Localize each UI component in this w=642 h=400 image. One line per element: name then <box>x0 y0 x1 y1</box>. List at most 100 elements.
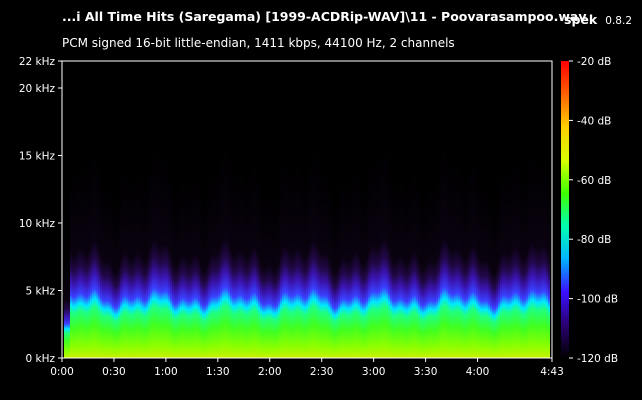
spectrogram-column <box>110 190 112 358</box>
spectrogram-column <box>230 165 232 358</box>
spectrogram-column <box>456 160 458 358</box>
spectrogram-column <box>224 144 226 358</box>
spectrogram-column <box>272 198 274 358</box>
spectrogram-column <box>216 170 218 358</box>
spectrogram-column <box>214 171 216 358</box>
spectrogram-column <box>458 162 460 358</box>
colorbar-axis: -20 dB -40 dB -60 dB -80 dB -100 dB -120 dB <box>569 56 618 365</box>
spectrogram-column <box>484 183 486 358</box>
spectrogram-column <box>482 184 484 358</box>
spectrogram-column <box>122 172 124 358</box>
spectrogram-column <box>530 152 532 358</box>
spectrogram-column <box>400 177 402 358</box>
spectrogram-column <box>162 155 164 358</box>
spectrogram-column <box>296 161 298 358</box>
spectrogram-column <box>328 179 330 358</box>
spectrogram-column <box>522 180 524 358</box>
y-tick-label: 5 kHz <box>25 286 55 298</box>
spectrogram-column <box>130 180 132 358</box>
spectrogram-column <box>240 166 242 358</box>
spectrogram-column <box>142 182 144 358</box>
spectrogram-column <box>478 178 480 358</box>
spectrogram-column <box>432 185 434 358</box>
spectrogram-column <box>534 155 536 358</box>
spectrogram-column <box>268 191 270 358</box>
spectrogram-column <box>388 161 390 358</box>
spectrogram-column <box>182 175 184 358</box>
colorbar-tick-label: -120 dB <box>577 353 618 365</box>
spectrogram-column <box>208 183 210 358</box>
spectrogram-column <box>82 165 84 358</box>
spectrogram-column <box>390 174 392 358</box>
spectrogram-column <box>476 168 478 358</box>
spectrogram-column <box>442 145 444 358</box>
spectrogram-column <box>178 185 180 358</box>
spectrogram-column <box>380 151 382 358</box>
spectrogram-column <box>428 184 430 358</box>
spectrogram-column <box>360 184 362 358</box>
spectrogram-column <box>194 173 196 358</box>
spectrogram-column <box>424 196 426 358</box>
spectrogram-column <box>350 180 352 358</box>
spectrogram-column <box>406 188 408 358</box>
spectrogram-column <box>72 173 74 358</box>
spectrogram-column <box>118 195 120 358</box>
spectrogram-column <box>246 178 248 358</box>
spectrogram-column <box>254 159 256 358</box>
spectrogram-column <box>264 196 266 358</box>
spectrogram-column <box>434 186 436 358</box>
spectrogram-column <box>126 171 128 358</box>
spectrogram-column <box>460 169 462 358</box>
spectrogram-column <box>528 160 530 358</box>
spectrogram-column <box>232 173 234 358</box>
spectrogram-column <box>280 171 282 358</box>
spectrogram-column <box>486 184 488 358</box>
spectrogram-column <box>286 159 288 358</box>
spectrogram-column <box>366 180 368 358</box>
spectrogram-column <box>278 185 280 358</box>
app-version-label: spek 0.8.2 <box>564 9 632 28</box>
spectrogram-column <box>362 190 364 358</box>
spectrogram-column <box>96 152 98 358</box>
spectrogram-column <box>472 155 474 358</box>
spectrogram-column <box>532 151 534 358</box>
spectrogram-column <box>64 254 66 358</box>
spectrogram-column <box>546 163 548 358</box>
spectrogram-column <box>260 190 262 358</box>
spectrogram-column <box>138 170 140 358</box>
colorbar-tick-label: -40 dB <box>577 115 611 127</box>
spectrogram-column <box>346 182 348 358</box>
x-axis: 0:00 0:30 1:00 1:30 2:00 2:30 3:00 3:30 4:00 4:43 <box>50 358 564 378</box>
spectrogram-column <box>540 158 542 358</box>
spectrogram-column <box>354 168 356 358</box>
spectrogram-column <box>396 182 398 358</box>
x-tick-label: 3:30 <box>414 366 438 378</box>
x-tick-label: 4:00 <box>466 366 490 378</box>
x-tick-label: 1:30 <box>206 366 230 378</box>
spectrogram-column <box>104 184 106 358</box>
spectrogram-column <box>314 148 316 358</box>
spectrogram-column <box>498 186 500 358</box>
spectrogram-column <box>74 173 76 358</box>
spectrogram-column <box>206 193 208 358</box>
spectrogram-column <box>536 159 538 358</box>
spectrogram-column <box>308 163 310 358</box>
spectrogram-column <box>262 196 264 358</box>
spectrogram-column <box>320 168 322 358</box>
spectrogram-column <box>70 167 72 358</box>
spectrogram-image <box>62 61 552 358</box>
spectrogram-column <box>148 168 150 358</box>
spectrogram-column <box>464 180 466 358</box>
spectrogram-column <box>418 186 420 358</box>
spectrogram-column <box>192 177 194 358</box>
spectrogram-column <box>500 174 502 358</box>
y-tick-label: 0 kHz <box>25 353 55 365</box>
spectrogram-column <box>436 180 438 358</box>
spectrogram-column <box>106 183 108 358</box>
spectrogram-column <box>258 179 260 358</box>
spectrogram-column <box>222 146 224 358</box>
spectrogram-column <box>114 204 116 358</box>
spectrogram-column <box>438 169 440 358</box>
spectrogram-column <box>248 175 250 358</box>
